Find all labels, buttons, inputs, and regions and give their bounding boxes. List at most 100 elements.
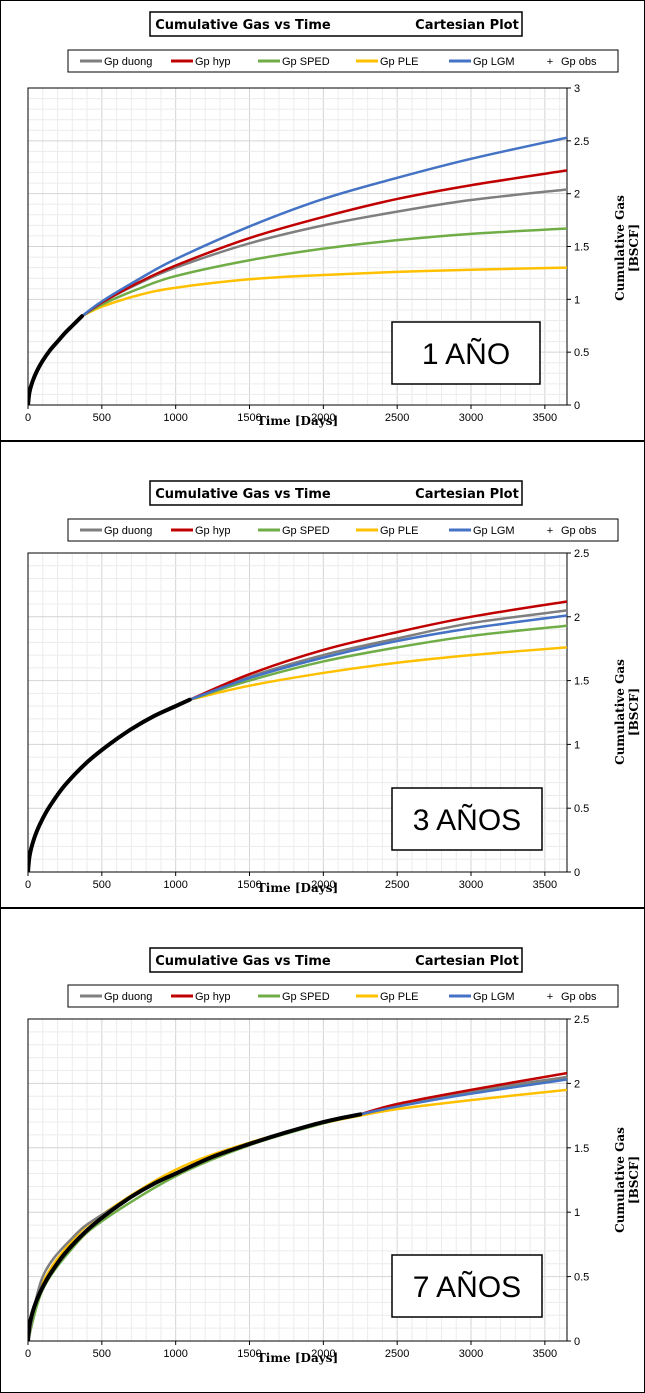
annotation-label: 1 AÑO xyxy=(422,337,510,371)
legend-item: + Gp obs xyxy=(547,56,597,68)
legend-label: Gp duong xyxy=(104,56,152,68)
series-group xyxy=(28,1071,567,1341)
legend-item: Gp SPED xyxy=(258,991,330,1003)
chart-subtitle: Cartesian Plot xyxy=(415,487,519,502)
series-line-gp-duong xyxy=(81,188,567,318)
legend-label: Gp LGM xyxy=(473,991,515,1003)
y-tick-label: 2.5 xyxy=(574,1014,589,1026)
x-tick-label: 1000 xyxy=(163,1348,187,1360)
x-tick-label: 3500 xyxy=(533,1348,557,1360)
series-line-gp-obs xyxy=(28,697,192,872)
y-tick-label: 0.5 xyxy=(574,1272,589,1284)
y-tick-label: 1 xyxy=(574,1207,580,1219)
y-tick-label: 2 xyxy=(574,1078,580,1090)
series-line-gp-lgm xyxy=(81,136,567,318)
legend-item: Gp PLE xyxy=(356,525,419,537)
x-tick-label: 1500 xyxy=(237,1348,261,1360)
legend-label: Gp SPED xyxy=(282,525,330,537)
legend-marker-plus: + xyxy=(547,991,553,1003)
chart-title: Cumulative Gas vs Time xyxy=(155,487,331,502)
x-tick-label: 500 xyxy=(93,879,111,891)
x-axis-label: Time [Days] xyxy=(257,881,338,895)
x-tick-label: 500 xyxy=(93,412,111,424)
legend-item: Gp duong xyxy=(80,56,152,68)
title-box xyxy=(149,947,523,973)
legend-label: Gp obs xyxy=(561,56,597,68)
legend-item: + Gp obs xyxy=(547,525,597,537)
legend-item: Gp duong xyxy=(80,991,152,1003)
legend-label: Gp hyp xyxy=(195,991,230,1003)
series-line-gp-ple xyxy=(81,266,567,318)
series-group xyxy=(28,600,567,872)
x-tick-label: 3000 xyxy=(459,1348,483,1360)
x-tick-label: 2500 xyxy=(385,412,409,424)
legend-label: Gp duong xyxy=(104,991,152,1003)
legend-label: Gp PLE xyxy=(380,56,419,68)
y-tick-label: 0 xyxy=(574,867,580,879)
chart-panel-2: Cumulative Gas vs Time Cartesian Plot Gp d… xyxy=(25,480,641,895)
plot-area xyxy=(27,552,568,873)
legend-label: Gp LGM xyxy=(473,56,515,68)
legend-item: Gp PLE xyxy=(356,991,419,1003)
y-tick-label: 0 xyxy=(574,1336,580,1348)
grid xyxy=(27,552,567,873)
legend-label: Gp SPED xyxy=(282,991,330,1003)
legend-label: Gp hyp xyxy=(195,525,230,537)
series-line-gp-hyp xyxy=(189,600,567,701)
legend: Gp duong Gp hyp Gp SPED Gp PLE Gp LGM + Gp obs xyxy=(67,49,619,73)
y-axis-label-line: Cumulative Gas xyxy=(613,659,627,765)
x-axis-label: Time [Days] xyxy=(257,414,338,428)
series-line-gp-lgm xyxy=(360,1078,567,1116)
x-tick-label: 3000 xyxy=(459,412,483,424)
x-axis-label: Time [Days] xyxy=(257,1351,338,1365)
series-line-gp-sped xyxy=(189,624,567,701)
series-line-gp-obs xyxy=(28,314,84,405)
legend-item: Gp SPED xyxy=(258,56,330,68)
legend-box xyxy=(67,49,619,73)
legend-label: Gp PLE xyxy=(380,991,419,1003)
legend-marker-plus: + xyxy=(547,525,553,537)
series-line-gp-lgm xyxy=(189,614,567,701)
x-tick-label: 1000 xyxy=(163,412,187,424)
chart-panel-1: Cumulative Gas vs Time Cartesian Plot Gp d… xyxy=(25,11,641,428)
annotation-label: 7 AÑOS xyxy=(413,1270,521,1304)
x-tick-label: 3000 xyxy=(459,879,483,891)
legend-box xyxy=(67,518,619,542)
series-line-gp-hyp xyxy=(81,169,567,318)
y-tick-label: 0.5 xyxy=(574,803,589,815)
y-tick-label: 1.5 xyxy=(574,242,589,254)
legend-item: + Gp obs xyxy=(547,991,597,1003)
y-tick-label: 1.5 xyxy=(574,1143,589,1155)
legend-marker-plus: + xyxy=(547,56,553,68)
legend-label: Gp obs xyxy=(561,525,597,537)
legend-label: Gp SPED xyxy=(282,56,330,68)
y-axis-label-line: [BSCF] xyxy=(627,1156,641,1204)
x-tick-label: 500 xyxy=(93,1348,111,1360)
x-tick-label: 2000 xyxy=(311,1348,335,1360)
y-axis-label-line: Cumulative Gas xyxy=(613,195,627,301)
chart-subtitle: Cartesian Plot xyxy=(415,954,519,969)
series-line-gp-hyp xyxy=(359,1071,567,1116)
legend-label: Gp PLE xyxy=(380,525,419,537)
y-tick-label: 0.5 xyxy=(574,347,589,359)
y-axis-label: Cumulative Gas[BSCF] xyxy=(613,659,641,765)
annotation-box xyxy=(391,321,541,385)
x-tick-label: 1500 xyxy=(237,879,261,891)
x-tick-label: 3500 xyxy=(533,879,557,891)
legend: Gp duong Gp hyp Gp SPED Gp PLE Gp LGM + Gp obs xyxy=(67,984,619,1008)
y-tick-label: 1 xyxy=(574,294,580,306)
y-tick-label: 1 xyxy=(574,739,580,751)
legend-box xyxy=(67,984,619,1008)
legend-label: Gp hyp xyxy=(195,56,230,68)
y-tick-label: 2.5 xyxy=(574,548,589,560)
y-axis-label: Cumulative Gas[BSCF] xyxy=(613,195,641,301)
legend-item: Gp SPED xyxy=(258,525,330,537)
y-tick-label: 0 xyxy=(574,400,580,412)
legend-label: Gp LGM xyxy=(473,525,515,537)
legend-item: Gp hyp xyxy=(171,525,230,537)
x-tick-label: 3500 xyxy=(533,412,557,424)
y-axis-label-line: [BSCF] xyxy=(627,688,641,736)
y-tick-label: 2 xyxy=(574,612,580,624)
annotation-box xyxy=(391,787,543,851)
